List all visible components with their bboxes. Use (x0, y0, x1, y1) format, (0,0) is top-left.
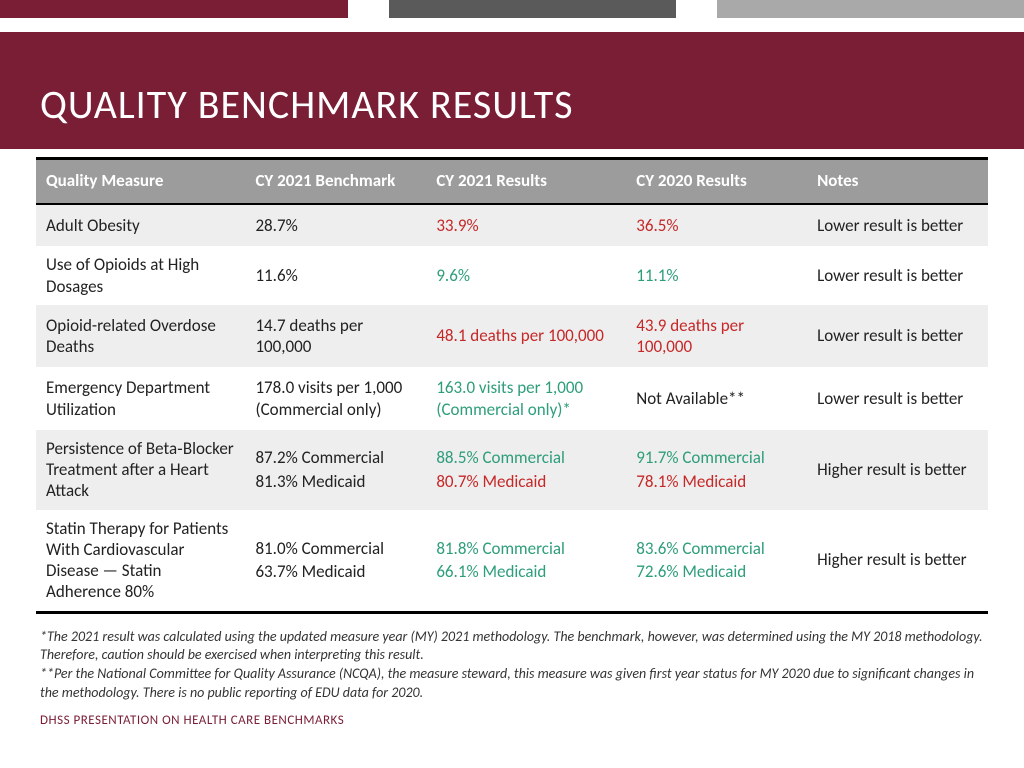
benchmark-value: 63.7% Medicaid (255, 561, 416, 582)
stripe-gap-2 (676, 0, 717, 18)
page-title: QUALITY BENCHMARK RESULTS (40, 80, 984, 129)
table-row: Opioid-related Overdose Deaths14.7 death… (36, 305, 988, 368)
result-value: 43.9 deaths per 100,000 (636, 315, 797, 358)
stripe-gap-1 (348, 0, 389, 18)
result-value: Not Available** (636, 388, 797, 409)
cell-result-2020: 83.6% Commercial72.6% Medicaid (626, 510, 807, 613)
cell-notes: Lower result is better (807, 204, 988, 246)
stripe-seg-1 (0, 0, 348, 18)
cell-benchmark: 28.7% (245, 204, 426, 246)
cell-result-2021: 163.0 visits per 1,000 (Commercial only)… (426, 367, 626, 430)
result-value: 91.7% Commercial (636, 447, 797, 468)
cell-notes: Lower result is better (807, 367, 988, 430)
cell-benchmark: 87.2% Commercial 81.3% Medicaid (245, 430, 426, 510)
table-row: Persistence of Beta‑Blocker Treatment af… (36, 430, 988, 510)
benchmark-table: Quality Measure CY 2021 Benchmark CY 202… (36, 157, 988, 614)
benchmark-value: 14.7 deaths per 100,000 (255, 315, 416, 358)
cell-result-2020: 43.9 deaths per 100,000 (626, 305, 807, 368)
result-value: 80.7% Medicaid (436, 471, 616, 492)
result-value: 66.1% Medicaid (436, 561, 616, 582)
table-row: Emergency Department Utilization178.0 vi… (36, 367, 988, 430)
footnotes: *The 2021 result was calculated using th… (0, 614, 1024, 704)
result-value: 163.0 visits per 1,000 (Commercial only)… (436, 377, 616, 420)
cell-result-2021: 48.1 deaths per 100,000 (426, 305, 626, 368)
result-value: 72.6% Medicaid (636, 561, 797, 582)
cell-benchmark: 11.6% (245, 246, 426, 305)
cell-result-2020: 36.5% (626, 204, 807, 246)
footnote-1: *The 2021 result was calculated using th… (40, 628, 984, 666)
benchmark-value: 178.0 visits per 1,000 (Commercial only) (255, 377, 416, 420)
cell-notes: Lower result is better (807, 305, 988, 368)
cell-notes: Higher result is better (807, 510, 988, 613)
cell-measure: Opioid-related Overdose Deaths (36, 305, 245, 368)
cell-result-2020: Not Available** (626, 367, 807, 430)
benchmark-value: 81.3% Medicaid (255, 471, 416, 492)
col-header-r2020: CY 2020 Results (626, 159, 807, 205)
cell-measure: Adult Obesity (36, 204, 245, 246)
col-header-r2021: CY 2021 Results (426, 159, 626, 205)
table-header-row: Quality Measure CY 2021 Benchmark CY 202… (36, 159, 988, 205)
benchmark-value: 87.2% Commercial (255, 447, 416, 468)
decorative-top-stripe (0, 0, 1024, 18)
cell-benchmark: 14.7 deaths per 100,000 (245, 305, 426, 368)
result-value: 78.1% Medicaid (636, 471, 797, 492)
cell-measure: Use of Opioids at High Dosages (36, 246, 245, 305)
table-row: Statin Therapy for Patients With Cardiov… (36, 510, 988, 613)
result-value: 88.5% Commercial (436, 447, 616, 468)
table-body: Adult Obesity 28.7% 33.9% 36.5% Lower result… (36, 204, 988, 612)
cell-measure: Persistence of Beta‑Blocker Treatment af… (36, 430, 245, 510)
result-value: 83.6% Commercial (636, 538, 797, 559)
benchmark-value: 28.7% (255, 215, 416, 236)
cell-result-2021: 88.5% Commercial 80.7% Medicaid (426, 430, 626, 510)
slide: QUALITY BENCHMARK RESULTS Quality Measur… (0, 0, 1024, 768)
footnote-2: **Per the National Committee for Quality… (40, 665, 984, 703)
result-value: 36.5% (636, 215, 797, 236)
cell-notes: Lower result is better (807, 246, 988, 305)
stripe-seg-3 (717, 0, 1024, 18)
result-value: 33.9% (436, 215, 616, 236)
table-row: Adult Obesity 28.7% 33.9% 36.5% Lower result… (36, 204, 988, 246)
stripe-seg-2 (389, 0, 676, 18)
col-header-notes: Notes (807, 159, 988, 205)
benchmark-value: 81.0% Commercial (255, 538, 416, 559)
cell-result-2020: 91.7% Commercial 78.1% Medicaid (626, 430, 807, 510)
result-value: 9.6% (436, 265, 616, 286)
col-header-benchmark: CY 2021 Benchmark (245, 159, 426, 205)
cell-result-2020: 11.1% (626, 246, 807, 305)
cell-measure: Emergency Department Utilization (36, 367, 245, 430)
table-row: Use of Opioids at High Dosages 11.6% 9.6% 1… (36, 246, 988, 305)
footer-label: DHSS PRESENTATION ON HEALTH CARE BENCHMA… (0, 703, 1024, 728)
cell-notes: Higher result is better (807, 430, 988, 510)
cell-result-2021: 9.6% (426, 246, 626, 305)
cell-result-2021: 33.9% (426, 204, 626, 246)
title-band: QUALITY BENCHMARK RESULTS (0, 32, 1024, 149)
col-header-measure: Quality Measure (36, 159, 245, 205)
result-value: 11.1% (636, 265, 797, 286)
cell-benchmark: 81.0% Commercial63.7% Medicaid (245, 510, 426, 613)
cell-measure: Statin Therapy for Patients With Cardiov… (36, 510, 245, 613)
benchmark-value: 11.6% (255, 265, 416, 286)
cell-benchmark: 178.0 visits per 1,000 (Commercial only) (245, 367, 426, 430)
cell-result-2021: 81.8% Commercial66.1% Medicaid (426, 510, 626, 613)
content-area: Quality Measure CY 2021 Benchmark CY 202… (0, 149, 1024, 614)
result-value: 81.8% Commercial (436, 538, 616, 559)
result-value: 48.1 deaths per 100,000 (436, 325, 616, 346)
